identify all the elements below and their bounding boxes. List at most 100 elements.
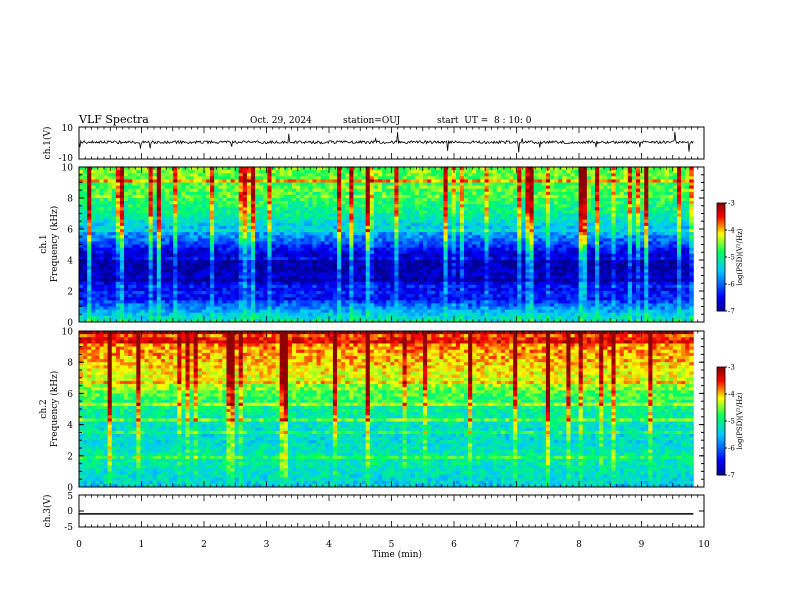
spectrogram-cell: [476, 278, 481, 283]
spectrogram-cell: [291, 284, 297, 289]
spectrogram-cell: [332, 210, 338, 214]
spectrogram-cell: [447, 207, 453, 211]
spectrogram-cell: [312, 194, 317, 199]
spectrogram-cell: [349, 294, 354, 298]
spectrogram-cell: [414, 256, 420, 261]
spectrogram-cell: [472, 167, 477, 171]
spectrogram-cell: [451, 182, 457, 186]
spectrogram-cell: [398, 272, 403, 276]
spectrogram-cell: [320, 284, 326, 289]
spectrogram-cell: [205, 176, 211, 180]
spectrogram-cell: [173, 284, 178, 289]
spectrogram-cell: [259, 173, 264, 177]
spectrogram-cell: [144, 216, 150, 221]
spectrogram-cell: [160, 204, 166, 208]
spectrogram-cell: [267, 222, 272, 227]
spectrogram-cell: [197, 253, 203, 258]
spectrogram-cell: [197, 229, 203, 233]
spectrogram-cell: [218, 309, 223, 314]
spectrogram-cell: [398, 247, 403, 252]
spectrogram-cell: [378, 250, 383, 255]
spectrogram-cell: [382, 294, 387, 298]
spectrogram-cell: [136, 235, 141, 239]
spectrogram-cell: [144, 219, 150, 224]
spectrogram-cell: [337, 253, 342, 258]
spectrogram-cell: [210, 303, 215, 307]
spectrogram-cell: [431, 179, 436, 183]
spectrogram-cell: [87, 210, 92, 214]
spectrogram-cell: [308, 241, 313, 245]
spectrogram-cell: [189, 247, 195, 252]
spectrogram-cell: [189, 235, 195, 239]
spectrogram-cell: [226, 182, 231, 186]
spectrogram-cell: [259, 275, 264, 279]
spectrogram-cell: [287, 167, 293, 171]
spectrogram-cell: [316, 182, 322, 186]
spectrogram-cell: [369, 185, 375, 190]
spectrogram-cell: [443, 176, 449, 180]
spectrogram-cell: [459, 272, 465, 276]
spectrogram-cell: [312, 210, 317, 214]
spectrogram-cell: [320, 275, 326, 279]
spectrogram-cell: [308, 263, 313, 267]
spectrogram-cell: [468, 266, 473, 270]
spectrogram-cell: [337, 250, 342, 255]
spectrogram-cell: [353, 318, 358, 323]
spectrogram-cell: [238, 284, 244, 289]
spectrogram-cell: [304, 170, 309, 174]
spectrogram-cell: [160, 250, 166, 255]
spectrogram-cell: [414, 263, 420, 267]
spectrogram-cell: [443, 198, 449, 202]
spectrogram-cell: [181, 176, 186, 180]
spectrogram-cell: [439, 244, 444, 248]
spectrogram-cell: [222, 210, 227, 214]
spectrogram-cell: [398, 201, 403, 205]
spectrogram-cell: [152, 244, 158, 248]
spectrogram-cell: [156, 198, 162, 202]
spectrogram-cell: [431, 204, 436, 208]
spectrogram-cell: [398, 185, 403, 190]
spectrogram-cell: [418, 269, 424, 273]
spectrogram-cell: [124, 287, 129, 292]
spectrogram-cell: [210, 232, 215, 236]
spectrogram-cell: [472, 244, 477, 248]
spectrogram-cell: [459, 291, 465, 295]
spectrogram-cell: [361, 272, 367, 276]
spectrogram-cell: [148, 318, 154, 323]
spectrogram-cell: [443, 170, 449, 174]
spectrogram-cell: [386, 216, 391, 221]
spectrogram-cell: [296, 315, 301, 320]
spectrogram-cell: [165, 247, 170, 252]
spectrogram-cell: [398, 198, 403, 202]
spectrogram-cell: [87, 232, 92, 236]
spectrogram-cell: [316, 263, 322, 267]
spectrogram-cell: [181, 170, 186, 174]
spectrogram-cell: [382, 278, 387, 283]
spectrogram-cell: [181, 179, 186, 183]
spectrogram-cell: [373, 306, 379, 310]
spectrogram-cell: [275, 309, 281, 314]
spectrogram-cell: [390, 201, 395, 205]
spectrogram-cell: [222, 167, 227, 171]
spectrogram-cell: [83, 244, 88, 248]
spectrogram-cell: [394, 275, 399, 279]
spectrogram-cell: [382, 222, 387, 227]
spectrogram-cell: [435, 225, 440, 230]
spectrogram-cell: [324, 244, 330, 248]
spectrogram-cell: [394, 247, 399, 252]
spectrogram-cell: [185, 167, 190, 171]
spectrogram-cell: [173, 241, 178, 245]
spectrogram-cell: [210, 287, 215, 292]
spectrogram-cell: [99, 247, 104, 252]
spectrogram-cell: [337, 170, 342, 174]
spectrogram-cell: [332, 284, 338, 289]
spectrogram-cell: [95, 213, 100, 217]
spectrogram-cell: [300, 225, 305, 230]
spectrogram-cell: [230, 222, 236, 227]
spectrogram-cell: [316, 216, 322, 221]
spectrogram-cell: [259, 210, 264, 214]
spectrogram-cell: [337, 238, 342, 242]
spectrogram-cell: [152, 219, 158, 224]
spectrogram-cell: [464, 179, 469, 183]
spectrogram-cell: [165, 312, 170, 317]
